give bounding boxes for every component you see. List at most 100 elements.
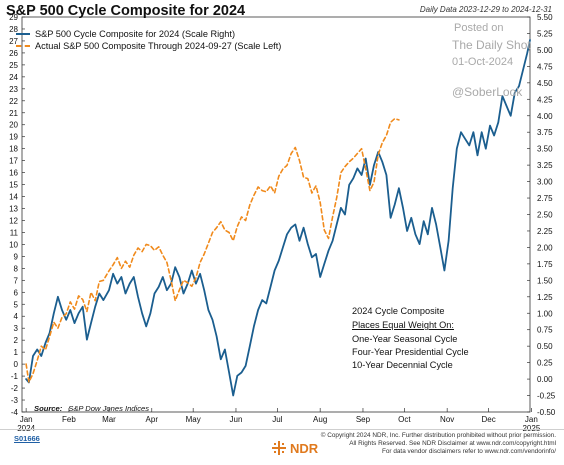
copyright-line: For data vendor disclaimers refer to www… — [381, 448, 556, 455]
watermark-handle: @SoberLook — [452, 85, 523, 99]
y-left-tick-label: 25 — [9, 61, 18, 70]
y-right-tick-label: 1.50 — [537, 276, 553, 285]
y-right-tick-label: 4.50 — [537, 79, 553, 88]
axes: -4-3-2-101234567891011121314151617181920… — [9, 13, 556, 433]
y-left-tick-label: 0 — [14, 360, 19, 369]
y-right-tick-label: 2.75 — [537, 194, 553, 203]
x-tick-label: Aug — [313, 415, 327, 424]
x-tick-sublabel: 2025 — [522, 424, 540, 433]
y-left-tick-label: 2 — [14, 336, 19, 345]
chart-code-link[interactable]: S01666 — [14, 434, 40, 443]
y-right-tick-label: 4.00 — [537, 112, 553, 121]
y-left-tick-label: 21 — [9, 109, 18, 118]
y-left-tick-label: 9 — [14, 252, 19, 261]
y-left-tick-label: 18 — [9, 145, 18, 154]
y-right-tick-label: 3.00 — [537, 178, 553, 187]
y-right-tick-label: 0.25 — [537, 359, 553, 368]
y-left-tick-label: 27 — [9, 37, 18, 46]
y-left-tick-label: 16 — [9, 169, 18, 178]
y-left-tick-label: 7 — [14, 276, 19, 285]
y-left-tick-label: 17 — [9, 157, 18, 166]
y-left-tick-label: -2 — [11, 384, 19, 393]
y-left-tick-label: 22 — [9, 97, 18, 106]
annotation-line: Four-Year Presidential Cycle — [352, 347, 469, 357]
legend-swatch-dashed — [16, 45, 30, 47]
y-left-tick-label: 1 — [14, 348, 19, 357]
y-left-tick-label: 19 — [9, 133, 18, 142]
x-tick-label: May — [186, 415, 201, 424]
y-left-tick-label: 15 — [9, 181, 18, 190]
y-left-tick-label: 3 — [14, 324, 19, 333]
ndr-logo: NDR — [271, 440, 318, 456]
ndr-logo-icon — [272, 441, 286, 455]
series-lines — [25, 39, 531, 397]
x-tick-label: Jan — [525, 415, 538, 424]
y-right-tick-label: 0.00 — [537, 375, 553, 384]
y-left-tick-label: 5 — [14, 300, 19, 309]
y-right-tick-label: 1.75 — [537, 260, 553, 269]
series-line-actual — [25, 117, 400, 383]
y-left-tick-label: 20 — [9, 121, 18, 130]
source-text: S&P Dow Jones Indices — [68, 404, 150, 413]
legend-label: Actual S&P 500 Composite Through 2024-09… — [35, 41, 282, 51]
annotation-line: Places Equal Weight On: — [352, 320, 454, 330]
source-label: Source: — [34, 404, 63, 413]
y-right-tick-label: 0.50 — [537, 342, 553, 351]
chart-title: S&P 500 Cycle Composite for 2024 — [6, 3, 246, 19]
annotation-line: 2024 Cycle Composite — [352, 306, 445, 316]
x-tick-sublabel: 2024 — [17, 424, 35, 433]
y-left-tick-label: 14 — [9, 193, 18, 202]
y-right-tick-label: -0.50 — [537, 408, 556, 417]
y-left-tick-label: 13 — [9, 205, 18, 214]
y-left-tick-label: 26 — [9, 49, 18, 58]
y-right-tick-label: 2.50 — [537, 211, 553, 220]
y-right-tick-label: 3.75 — [537, 128, 553, 137]
date-range: Daily Data 2023-12-29 to 2024-12-31 — [419, 5, 552, 14]
y-right-tick-label: 3.50 — [537, 145, 553, 154]
copyright-line: All Rights Reserved. See NDR Disclaimer … — [349, 440, 556, 447]
x-tick-label: Jan — [20, 415, 33, 424]
x-tick-label: Dec — [481, 415, 495, 424]
x-tick-label: Jun — [230, 415, 243, 424]
x-tick-label: Sep — [356, 415, 371, 424]
y-left-tick-label: -1 — [11, 372, 19, 381]
y-right-tick-label: 5.50 — [537, 13, 553, 22]
y-left-tick-label: 6 — [14, 288, 19, 297]
y-left-tick-label: 12 — [9, 216, 18, 225]
y-right-tick-label: 1.25 — [537, 293, 553, 302]
legend-item-composite: S&P 500 Cycle Composite for 2024 (Scale … — [16, 29, 235, 39]
y-left-tick-label: -3 — [11, 396, 19, 405]
y-left-tick-label: 23 — [9, 85, 18, 94]
legend-swatch-solid — [16, 33, 30, 35]
y-left-tick-label: 24 — [9, 73, 18, 82]
watermark-posted-on: Posted on — [454, 22, 504, 34]
x-tick-label: Jul — [272, 415, 282, 424]
footer-divider — [0, 429, 564, 430]
x-tick-label: Mar — [102, 415, 116, 424]
watermark-date: 01-Oct-2024 — [452, 56, 514, 68]
y-right-tick-label: 5.25 — [537, 29, 553, 38]
source-note: Source: S&P Dow Jones Indices — [34, 404, 149, 413]
y-right-tick-label: 0.75 — [537, 326, 553, 335]
x-tick-label: Oct — [398, 415, 411, 424]
y-left-tick-label: 11 — [10, 228, 19, 237]
y-left-tick-label: -4 — [11, 408, 19, 417]
y-right-tick-label: 2.25 — [537, 227, 553, 236]
annotation-line: 10-Year Decennial Cycle — [352, 360, 453, 370]
watermark-source: The Daily Shot — [452, 38, 531, 52]
series-line-composite — [25, 39, 531, 397]
y-right-tick-label: 3.25 — [537, 161, 553, 170]
x-tick-label: Feb — [62, 415, 76, 424]
y-left-tick-label: 10 — [9, 240, 18, 249]
y-right-tick-label: -0.25 — [537, 392, 556, 401]
legend-label: S&P 500 Cycle Composite for 2024 (Scale … — [35, 29, 236, 39]
y-right-tick-label: 4.25 — [537, 95, 553, 104]
y-right-tick-label: 5.00 — [537, 46, 553, 55]
copyright-line: © Copyright 2024 NDR, Inc. Further distr… — [320, 432, 556, 439]
y-right-tick-label: 4.75 — [537, 62, 553, 71]
y-left-tick-label: 8 — [14, 264, 19, 273]
y-right-tick-label: 2.00 — [537, 243, 553, 252]
x-tick-label: Nov — [440, 415, 454, 424]
legend-item-actual: Actual S&P 500 Composite Through 2024-09… — [16, 41, 281, 51]
